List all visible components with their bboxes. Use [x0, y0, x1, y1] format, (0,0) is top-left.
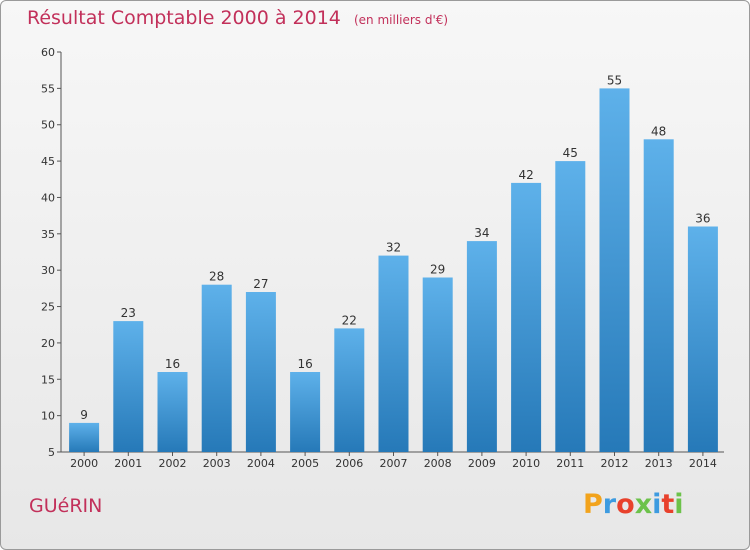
data-label-2001: 23 [121, 306, 136, 320]
bar-2000 [69, 422, 100, 452]
logo-letter: t [661, 489, 675, 520]
data-label-2003: 28 [209, 270, 224, 284]
commune-name: GUéRIN [29, 495, 103, 517]
bar-2001 [113, 321, 144, 452]
x-tick-label-2011: 2011 [556, 457, 584, 470]
data-label-2004: 27 [253, 277, 268, 291]
data-labels: 9 23 16 28 27 16 22 32 29 34 42 45 55 48 36 [80, 73, 710, 422]
bar-2002 [157, 372, 188, 452]
logo-letter: o [616, 489, 635, 520]
y-tick-label: 55 [41, 82, 55, 95]
data-label-2008: 29 [430, 262, 445, 276]
data-label-2013: 48 [651, 124, 666, 138]
logo-letter: i [674, 489, 684, 520]
x-tick-label-2006: 2006 [335, 457, 363, 470]
x-tick-label-2003: 2003 [203, 457, 231, 470]
logo-letter: r [602, 489, 617, 520]
data-label-2010: 42 [518, 168, 533, 182]
bar-2012 [599, 88, 630, 453]
bar-2009 [466, 241, 497, 452]
data-label-2002: 16 [165, 357, 180, 371]
y-tick-label: 5 [48, 446, 55, 459]
x-tick-label-2007: 2007 [380, 457, 408, 470]
y-tick-label: 30 [41, 264, 55, 277]
y-tick-label: 45 [41, 155, 55, 168]
chart-title: Résultat Comptable 2000 à 2014 [27, 7, 341, 29]
bar-2007 [378, 255, 409, 452]
bar-2004 [245, 292, 276, 452]
data-label-2006: 22 [342, 313, 357, 327]
x-tick-label-2005: 2005 [291, 457, 319, 470]
data-label-2012: 55 [607, 73, 622, 87]
logo-letter: x [634, 489, 653, 520]
chart-subtitle: (en milliers d'€) [353, 13, 449, 27]
x-tick-label-2008: 2008 [424, 457, 452, 470]
y-tick-label: 25 [41, 301, 55, 314]
x-tick-label-2001: 2001 [114, 457, 142, 470]
data-label-2005: 16 [297, 357, 312, 371]
y-tick-label: 60 [41, 46, 55, 59]
bar-2008 [422, 277, 453, 452]
logo-letter: i [652, 489, 662, 520]
data-label-2011: 45 [563, 146, 578, 160]
bar-2005 [290, 372, 321, 452]
proxiti-logo[interactable]: Proxiti [583, 489, 684, 520]
bar-2003 [201, 284, 232, 452]
x-tick-label-2000: 2000 [70, 457, 98, 470]
x-tick-label-2002: 2002 [159, 457, 187, 470]
y-tick-label: 35 [41, 228, 55, 241]
y-tick-label: 20 [41, 337, 55, 350]
bar-2013 [643, 139, 674, 453]
x-tick-label-2004: 2004 [247, 457, 275, 470]
bar-2010 [511, 182, 542, 452]
bar-2014 [687, 226, 718, 452]
data-label-2009: 34 [474, 226, 489, 240]
y-tick-label: 40 [41, 191, 55, 204]
x-tick-label-2014: 2014 [689, 457, 717, 470]
bars [69, 88, 718, 453]
x-tick-label-2012: 2012 [601, 457, 629, 470]
data-label-2000: 9 [80, 408, 88, 422]
y-tick-label: 10 [41, 410, 55, 423]
x-tick-label-2010: 2010 [512, 457, 540, 470]
data-label-2007: 32 [386, 241, 401, 255]
title-row: Résultat Comptable 2000 à 2014 (en milli… [27, 7, 448, 29]
y-tick-label: 15 [41, 373, 55, 386]
logo-letter: P [583, 489, 603, 520]
y-tick-label: 50 [41, 119, 55, 132]
x-tick-label-2013: 2013 [645, 457, 673, 470]
bar-2006 [334, 328, 365, 452]
data-label-2014: 36 [695, 212, 710, 226]
x-tick-label-2009: 2009 [468, 457, 496, 470]
bar-2011 [555, 161, 586, 452]
